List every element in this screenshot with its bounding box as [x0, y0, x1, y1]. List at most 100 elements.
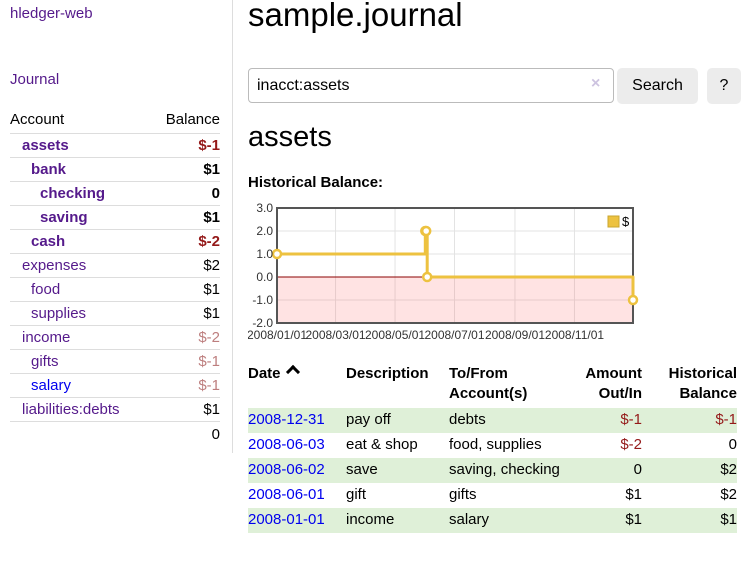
register-row: 2008-06-02 save saving, checking 0 $2: [248, 458, 737, 483]
transaction-description: income: [346, 511, 395, 528]
accounts-header-row: Account Balance: [10, 106, 220, 134]
accounts-table: Account Balance assets $-1 bank $1 checking 0…: [10, 106, 220, 447]
x-tick-label: 2008/05/01: [365, 328, 425, 342]
account-link[interactable]: salary: [31, 377, 72, 394]
register-header: Date Description To/From Account(s) Amount …: [248, 358, 737, 408]
legend-swatch: [607, 215, 620, 228]
data-point-marker: [420, 225, 432, 237]
transaction-accounts: food, supplies: [449, 436, 542, 453]
account-row: gifts $-1: [10, 349, 220, 374]
register-header-row: Date Description To/From Account(s) Amount …: [248, 358, 737, 408]
account-balance: $-2: [150, 325, 220, 350]
account-row: saving $1: [10, 205, 220, 230]
accounts-total-row: 0: [10, 421, 220, 447]
chevron-up-icon: [285, 364, 300, 380]
account-row: food $1: [10, 277, 220, 302]
help-button[interactable]: ?: [707, 68, 741, 104]
account-row: expenses $2: [10, 253, 220, 278]
account-balance: $1: [150, 301, 220, 326]
account-row: income $-2: [10, 325, 220, 350]
account-link[interactable]: checking: [40, 185, 106, 202]
page-title: sample.journal: [248, 0, 463, 33]
y-tick-label: 0.0: [256, 270, 273, 284]
nav-journal-link[interactable]: Journal: [10, 71, 60, 88]
y-tick-label: 1.0: [256, 247, 273, 261]
sidebar-divider: [232, 0, 233, 453]
account-link[interactable]: cash: [31, 233, 66, 250]
transaction-description: gift: [346, 486, 367, 503]
account-balance: $-2: [150, 229, 220, 254]
accounts-header-balance: Balance: [150, 106, 220, 134]
transaction-date-link[interactable]: 2008-06-01: [248, 486, 325, 503]
register-row: 2008-06-03 eat & shop food, supplies $-2 0: [248, 433, 737, 458]
historical-balance-chart: $3.0 2.0 1.0 0.0 -1.0 -2.02008/01/012008/03/0…: [248, 201, 639, 342]
data-point-marker: [627, 294, 639, 306]
account-balance: $1: [150, 277, 220, 302]
account-link[interactable]: assets: [22, 137, 69, 154]
account-link[interactable]: food: [31, 281, 61, 298]
transaction-description: eat & shop: [346, 436, 418, 453]
app-title-link[interactable]: hledger-web: [10, 5, 93, 22]
y-tick-label: -2.0: [252, 316, 273, 330]
account-link[interactable]: liabilities:debts: [22, 401, 120, 418]
transaction-date-link[interactable]: 2008-01-01: [248, 511, 325, 528]
account-balance: 0: [150, 181, 220, 206]
transaction-balance: $1: [720, 511, 737, 528]
transaction-balance: $2: [720, 461, 737, 478]
account-row: checking 0: [10, 181, 220, 206]
search-form: × Search ?: [248, 68, 742, 104]
transaction-date-link[interactable]: 2008-12-31: [248, 411, 325, 428]
account-balance: $1: [150, 205, 220, 230]
account-balance: $-1: [150, 349, 220, 374]
transaction-amount: $-2: [620, 436, 642, 453]
account-link[interactable]: saving: [40, 209, 88, 226]
accounts-total-value: 0: [150, 421, 220, 447]
account-link[interactable]: supplies: [31, 305, 87, 322]
transaction-balance: $-1: [715, 411, 737, 428]
x-tick-label: 2008/09/01: [485, 328, 545, 342]
clear-search-icon[interactable]: ×: [591, 75, 601, 92]
column-header-description: Description: [346, 365, 429, 382]
transaction-amount: $-1: [620, 411, 642, 428]
accounts-header-account: Account: [10, 106, 151, 134]
sidebar: hledger-web Journal Account Balance asse…: [0, 0, 232, 582]
y-tick-label: -1.0: [252, 293, 273, 307]
historical-balance-label: Historical Balance:: [248, 174, 384, 191]
account-link[interactable]: gifts: [31, 353, 59, 370]
x-tick-label: 2008/03/01: [305, 328, 365, 342]
transaction-accounts: debts: [449, 411, 486, 428]
transaction-date-link[interactable]: 2008-06-02: [248, 461, 325, 478]
plot-border: [276, 207, 634, 324]
register-row: 2008-01-01 income salary $1 $1: [248, 508, 737, 533]
x-tick-label: 2008/07/01: [424, 328, 484, 342]
transaction-accounts: saving, checking: [449, 461, 560, 478]
transaction-accounts: gifts: [449, 486, 477, 503]
column-header-date[interactable]: Date: [248, 358, 346, 408]
account-link[interactable]: income: [22, 329, 71, 346]
transaction-balance: $2: [720, 486, 737, 503]
account-row: salary $-1: [10, 373, 220, 398]
transaction-amount: 0: [633, 461, 642, 478]
data-point-marker: [421, 271, 433, 283]
account-link[interactable]: expenses: [22, 257, 87, 274]
account-row: cash $-2: [10, 229, 220, 254]
search-input[interactable]: [248, 68, 614, 103]
accounts-table-body: assets $-1 bank $1 checking 0 saving $1 cash $-2 e…: [10, 133, 220, 422]
transaction-description: pay off: [346, 411, 391, 428]
account-balance: $-1: [150, 373, 220, 398]
y-tick-label: 3.0: [256, 201, 273, 215]
register-table: Date Description To/From Account(s) Amount …: [248, 358, 737, 533]
x-tick-label: 2008/01/01: [248, 328, 307, 342]
x-tick-label: 2008/11/01: [545, 328, 604, 342]
transaction-date-link[interactable]: 2008-06-03: [248, 436, 325, 453]
transaction-description: save: [346, 461, 378, 478]
transaction-amount: $1: [625, 486, 642, 503]
account-link[interactable]: bank: [31, 161, 67, 178]
search-button[interactable]: Search: [617, 68, 698, 104]
legend-label: $: [622, 214, 630, 229]
transaction-accounts: salary: [449, 511, 490, 528]
transaction-amount: $1: [625, 511, 642, 528]
account-row: bank $1: [10, 157, 220, 182]
register-row: 2008-06-01 gift gifts $1 $2: [248, 483, 737, 508]
column-header-to-from-account-s-: To/From Account(s): [449, 365, 528, 402]
